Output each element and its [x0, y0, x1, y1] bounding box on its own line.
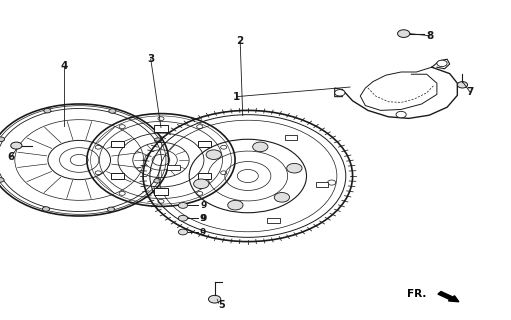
- Circle shape: [154, 179, 161, 183]
- Text: 5: 5: [219, 300, 225, 310]
- Text: 2: 2: [237, 36, 244, 46]
- Circle shape: [287, 164, 302, 173]
- Circle shape: [178, 229, 188, 235]
- Circle shape: [109, 109, 116, 113]
- Circle shape: [178, 203, 188, 208]
- FancyBboxPatch shape: [285, 135, 297, 140]
- Text: 3: 3: [147, 54, 154, 64]
- FancyBboxPatch shape: [168, 165, 180, 170]
- FancyBboxPatch shape: [154, 188, 168, 195]
- Circle shape: [274, 193, 290, 202]
- Circle shape: [252, 142, 268, 152]
- Text: 8: 8: [427, 31, 434, 41]
- FancyBboxPatch shape: [198, 141, 211, 148]
- Text: 9: 9: [200, 201, 206, 210]
- FancyBboxPatch shape: [267, 218, 280, 223]
- FancyBboxPatch shape: [111, 141, 124, 148]
- Circle shape: [178, 215, 188, 221]
- Circle shape: [335, 90, 345, 96]
- Circle shape: [206, 150, 221, 159]
- Text: 9: 9: [200, 214, 206, 223]
- Circle shape: [398, 30, 410, 37]
- Circle shape: [228, 200, 243, 210]
- FancyBboxPatch shape: [111, 172, 124, 179]
- FancyBboxPatch shape: [154, 125, 168, 132]
- Text: 7: 7: [467, 87, 474, 97]
- Text: 9: 9: [199, 228, 205, 236]
- Circle shape: [396, 111, 406, 118]
- Text: 1: 1: [233, 92, 240, 102]
- Circle shape: [194, 179, 209, 188]
- Circle shape: [44, 108, 51, 113]
- FancyBboxPatch shape: [316, 182, 328, 187]
- Circle shape: [42, 207, 50, 211]
- Text: FR.: FR.: [407, 289, 427, 300]
- Circle shape: [11, 142, 22, 149]
- Circle shape: [0, 137, 5, 141]
- Circle shape: [437, 60, 447, 67]
- FancyBboxPatch shape: [198, 172, 211, 179]
- Text: 9: 9: [199, 214, 205, 223]
- FancyArrow shape: [438, 292, 459, 302]
- Circle shape: [0, 178, 4, 182]
- Circle shape: [154, 138, 161, 142]
- Text: 6: 6: [8, 152, 15, 162]
- Text: 4: 4: [60, 60, 67, 71]
- Circle shape: [107, 207, 114, 212]
- Circle shape: [208, 295, 221, 303]
- Circle shape: [457, 82, 468, 88]
